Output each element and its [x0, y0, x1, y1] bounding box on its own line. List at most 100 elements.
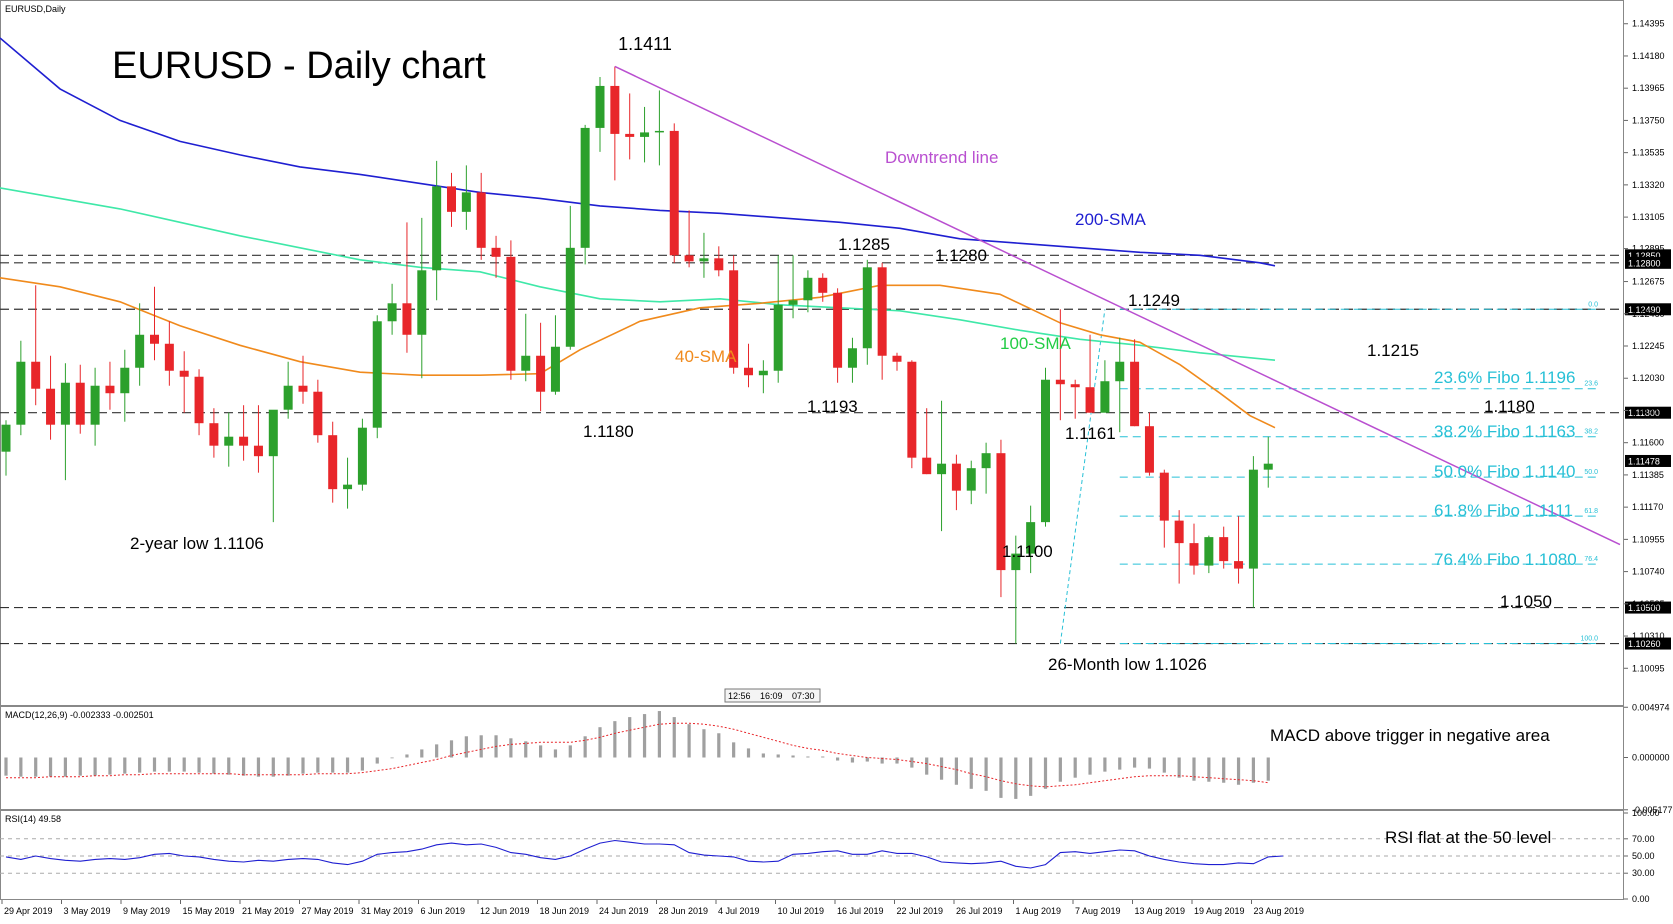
- macd-histogram-bar: [761, 753, 765, 758]
- candle: [1174, 510, 1184, 584]
- candle: [788, 255, 798, 319]
- y-tick-label: 1.11385: [1632, 470, 1664, 480]
- time-box-3: 07:30: [792, 691, 815, 701]
- level-price-label: 1.12850: [1628, 251, 1661, 261]
- rsi-y-tick-label: 100.00: [1632, 808, 1660, 818]
- level-price-label: 1.10500: [1628, 603, 1661, 613]
- level-price-tag: [1625, 601, 1671, 614]
- x-tick-label: 23 Aug 2019: [1254, 906, 1305, 916]
- annotation-1280: 1.1280: [935, 246, 987, 265]
- candle: [268, 409, 278, 523]
- rsi-y-tick-label: 50.00: [1632, 851, 1655, 861]
- macd-histogram-bar: [316, 757, 320, 773]
- annotation-1180-right: 1.1180: [1484, 397, 1535, 416]
- candle: [595, 76, 605, 152]
- price-panel-frame: [0, 0, 1624, 706]
- candle: [818, 273, 828, 302]
- annotation-fibo-618: 61.8% Fibo 1.1111: [1434, 501, 1573, 520]
- candle: [46, 355, 56, 440]
- macd-histogram-bar: [4, 757, 8, 776]
- macd-histogram-bar: [1133, 757, 1137, 768]
- macd-histogram-bar: [1088, 757, 1092, 775]
- macd-histogram-bar: [48, 757, 53, 777]
- macd-header: MACD(12,26,9) -0.002333 -0.002501: [5, 710, 154, 720]
- annotation-1100: 1.1100: [1002, 542, 1053, 561]
- rsi-annotation: RSI flat at the 50 level: [1385, 828, 1551, 847]
- candle: [536, 322, 546, 412]
- x-tick-label: 28 Jun 2019: [659, 906, 709, 916]
- candle: [224, 412, 234, 467]
- candle: [981, 442, 991, 494]
- macd-histogram-bar: [925, 757, 929, 775]
- candle: [996, 439, 1006, 598]
- candle: [209, 408, 219, 458]
- x-tick-label: 13 Aug 2019: [1135, 906, 1186, 916]
- macd-histogram-bar: [212, 757, 216, 774]
- downtrend-line: [614, 65, 1621, 546]
- macd-histogram-bar: [539, 745, 543, 758]
- candle: [328, 421, 338, 503]
- macd-histogram-bar: [717, 733, 721, 758]
- time-box-1: 12:56: [728, 691, 751, 701]
- candle: [1219, 526, 1229, 569]
- rsi-y-tick-label: 30.00: [1632, 868, 1655, 878]
- candle: [402, 222, 412, 353]
- y-tick-label: 1.10525: [1632, 599, 1665, 609]
- candle: [1011, 535, 1021, 644]
- macd-histogram-bar: [1207, 757, 1211, 782]
- candle: [1189, 523, 1199, 575]
- x-tick-label: 18 Jun 2019: [540, 906, 590, 916]
- macd-histogram-bar: [108, 757, 112, 775]
- annotation-1180-left: 1.1180: [583, 422, 634, 441]
- candle: [239, 405, 249, 461]
- macd-histogram-bar: [360, 757, 364, 771]
- macd-y-tick-label: -0.005177: [1632, 805, 1673, 815]
- macd-histogram-bar: [910, 757, 914, 768]
- level-price-tag: [1625, 303, 1671, 316]
- macd-histogram-bar: [806, 756, 810, 758]
- macd-y-tick-label: 0.004974: [1632, 702, 1670, 712]
- y-tick-label: 1.13750: [1632, 115, 1665, 125]
- x-tick-label: 7 Aug 2019: [1075, 906, 1121, 916]
- rsi-panel-frame: [0, 810, 1624, 900]
- macd-histogram-bar: [271, 757, 275, 777]
- candle: [31, 285, 41, 406]
- level-price-tag: [1625, 637, 1671, 650]
- candle: [387, 283, 397, 335]
- fibo-ratio-label: 38.2: [1584, 429, 1598, 436]
- candle: [90, 367, 100, 446]
- fibo-ratio-label: 61.8: [1584, 508, 1598, 515]
- annotation-200-sma: 200-SMA: [1075, 210, 1147, 229]
- x-tick-label: 22 Jul 2019: [897, 906, 944, 916]
- macd-histogram-bar: [583, 736, 587, 758]
- macd-histogram-bar: [865, 757, 869, 762]
- macd-histogram-bar: [331, 757, 335, 773]
- macd-histogram-bar: [984, 757, 988, 791]
- candle: [1, 420, 11, 476]
- annotation-high-1411: 1.1411: [618, 34, 672, 54]
- annotation-26-month-low: 26-Month low 1.1026: [1048, 655, 1207, 674]
- macd-histogram-bar: [821, 756, 825, 758]
- macd-histogram-bar: [479, 735, 483, 758]
- candle: [1234, 516, 1244, 584]
- annotation-1215: 1.1215: [1367, 341, 1419, 360]
- y-tick-label: 1.12675: [1632, 277, 1665, 287]
- macd-histogram-bar: [628, 717, 632, 758]
- candle: [283, 361, 293, 419]
- macd-histogram-bar: [939, 757, 944, 780]
- x-tick-label: 16 Jul 2019: [837, 906, 884, 916]
- macd-y-tick-label: 0.000000: [1632, 752, 1670, 762]
- y-tick-label: 1.11600: [1632, 438, 1664, 448]
- candle: [135, 303, 145, 386]
- x-tick-label: 31 May 2019: [361, 906, 413, 916]
- macd-histogram-bar: [435, 744, 439, 758]
- candle: [729, 255, 739, 374]
- candle: [120, 349, 130, 422]
- fibo-ratio-label: 100.0: [1580, 636, 1598, 643]
- macd-histogram-bar: [776, 754, 780, 758]
- fibo-ratio-label: 76.4: [1584, 556, 1598, 563]
- candle: [773, 255, 783, 383]
- annotation-2-year-low: 2-year low 1.1106: [130, 534, 264, 553]
- level-price-label: 1.12490: [1628, 305, 1661, 315]
